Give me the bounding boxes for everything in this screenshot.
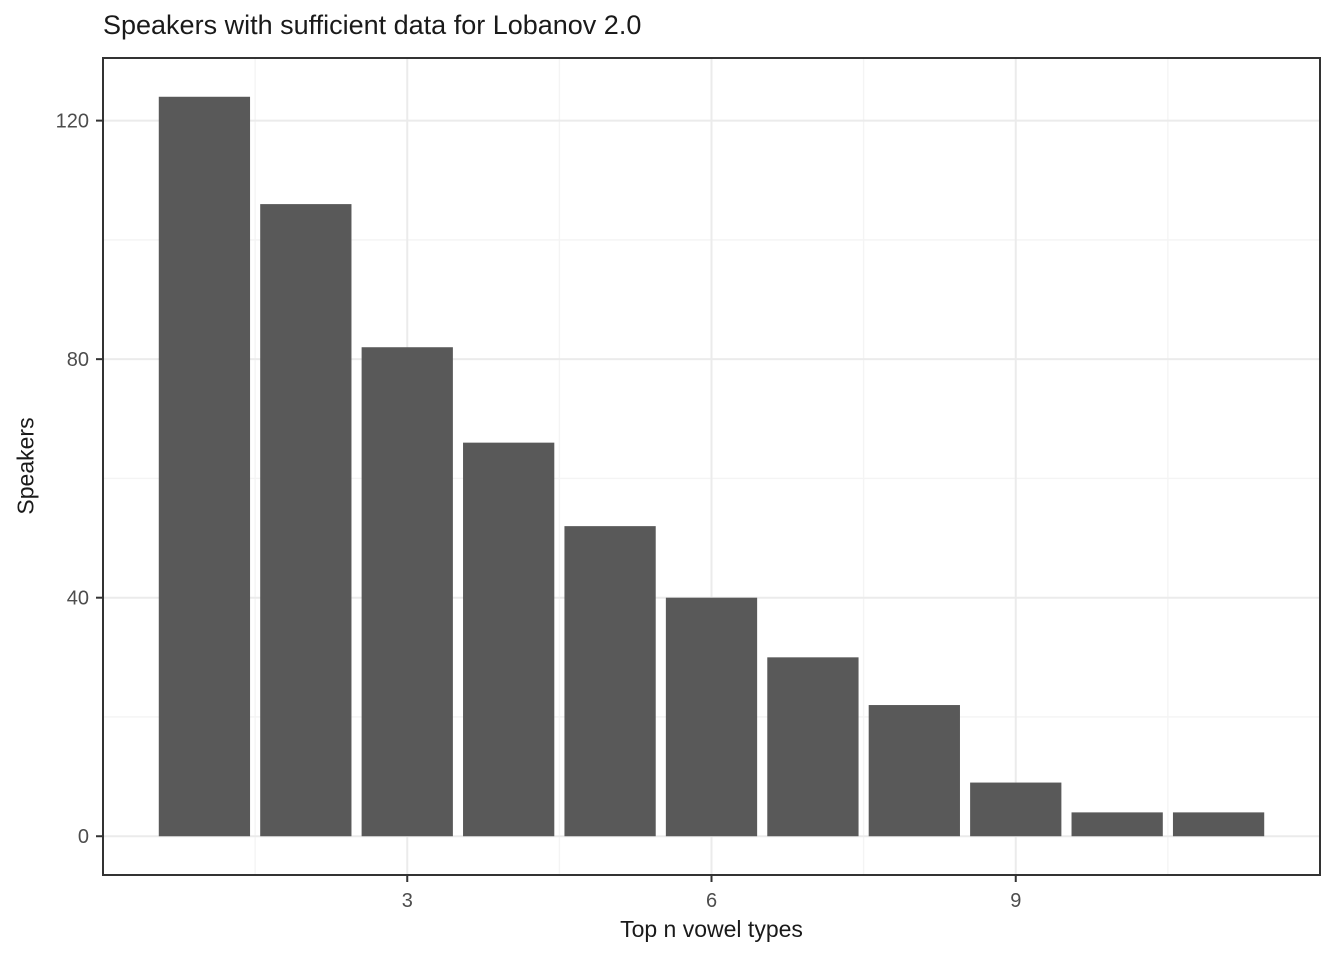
y-tick-label: 0 bbox=[78, 826, 89, 848]
x-tick-label: 6 bbox=[706, 890, 717, 912]
x-axis-title: Top n vowel types bbox=[620, 916, 803, 942]
y-tick-label: 80 bbox=[67, 349, 89, 371]
bar bbox=[767, 657, 859, 837]
bar bbox=[361, 347, 453, 837]
bar bbox=[970, 782, 1062, 837]
x-tick-label: 3 bbox=[402, 890, 413, 912]
y-tick-label: 120 bbox=[56, 111, 89, 133]
bar bbox=[158, 96, 251, 837]
bar bbox=[564, 526, 656, 837]
bar bbox=[868, 705, 960, 837]
bar bbox=[463, 442, 555, 837]
chart-title: Speakers with sufficient data for Lobano… bbox=[103, 10, 642, 40]
bar bbox=[665, 597, 758, 837]
y-axis-title: Speakers bbox=[12, 417, 39, 515]
bar bbox=[1071, 812, 1163, 837]
x-tick-label: 9 bbox=[1010, 890, 1021, 912]
bar bbox=[1172, 812, 1265, 837]
y-tick-label: 40 bbox=[67, 588, 89, 610]
bar bbox=[260, 204, 352, 837]
